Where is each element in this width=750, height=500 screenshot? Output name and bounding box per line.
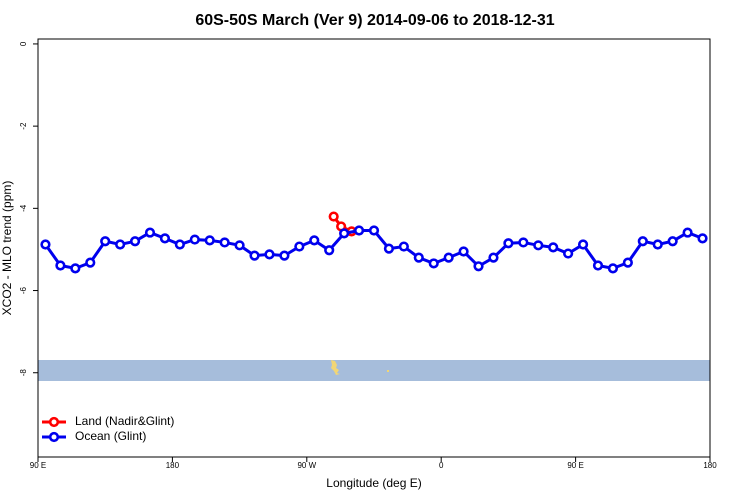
data-point bbox=[592, 260, 604, 271]
map-strip bbox=[38, 360, 710, 381]
data-point bbox=[219, 237, 230, 248]
data-point bbox=[577, 239, 589, 250]
y-tick-label: -2 bbox=[19, 122, 28, 130]
data-point bbox=[667, 236, 678, 247]
x-axis-label: Longitude (deg E) bbox=[326, 476, 421, 490]
x-tick-label: 180 bbox=[703, 461, 717, 470]
data-point bbox=[144, 227, 156, 238]
data-point bbox=[159, 233, 171, 244]
data-point bbox=[234, 240, 245, 251]
x-tick-label: 90 E bbox=[567, 461, 583, 470]
x-tick-label: 90 E bbox=[30, 461, 46, 470]
data-point bbox=[533, 240, 544, 251]
land-patch bbox=[331, 360, 340, 375]
data-point bbox=[458, 246, 469, 257]
x-tick-label: 90 W bbox=[297, 461, 316, 470]
data-point bbox=[443, 252, 454, 263]
data-point bbox=[40, 239, 51, 250]
data-point bbox=[324, 245, 335, 256]
data-point bbox=[85, 257, 96, 268]
chart-title: 60S-50S March (Ver 9) 2014-09-06 to 2018… bbox=[195, 12, 554, 29]
data-point bbox=[294, 241, 305, 252]
y-tick-label: -6 bbox=[19, 286, 28, 294]
data-point bbox=[473, 261, 484, 272]
data-point bbox=[368, 225, 380, 236]
y-axis-label: XCO2 - MLO trend (ppm) bbox=[0, 181, 14, 316]
data-point bbox=[279, 250, 290, 261]
data-point bbox=[428, 258, 439, 269]
data-point bbox=[189, 234, 200, 245]
land-patch bbox=[387, 370, 389, 372]
data-point bbox=[353, 225, 365, 236]
legend-marker bbox=[48, 431, 60, 443]
data-point bbox=[697, 233, 708, 244]
y-tick-label: 0 bbox=[19, 41, 28, 46]
data-point bbox=[328, 211, 339, 222]
data-point bbox=[548, 242, 559, 253]
data-point bbox=[563, 248, 574, 259]
x-tick-label: 180 bbox=[166, 461, 180, 470]
x-tick-label: 0 bbox=[439, 461, 444, 470]
y-tick-label: -8 bbox=[19, 369, 28, 377]
data-point bbox=[383, 243, 395, 254]
data-point bbox=[70, 263, 81, 274]
data-point bbox=[204, 235, 215, 246]
data-point bbox=[129, 236, 141, 247]
data-point bbox=[398, 241, 409, 252]
data-point bbox=[488, 252, 499, 263]
y-tick-label: -4 bbox=[19, 204, 28, 212]
legend-marker bbox=[48, 416, 60, 428]
data-point bbox=[637, 236, 648, 247]
legend-label: Ocean (Glint) bbox=[75, 429, 146, 443]
data-point bbox=[607, 263, 619, 274]
data-point bbox=[682, 227, 693, 238]
data-point bbox=[518, 237, 529, 248]
data-point bbox=[339, 228, 350, 239]
data-point bbox=[264, 249, 275, 260]
series-line bbox=[44, 229, 704, 270]
data-point bbox=[413, 252, 424, 263]
data-point bbox=[100, 236, 111, 247]
data-point bbox=[652, 239, 663, 250]
data-point bbox=[55, 260, 66, 271]
data-point bbox=[503, 238, 514, 249]
data-point bbox=[115, 239, 126, 250]
legend-label: Land (Nadir&Glint) bbox=[75, 414, 174, 428]
data-point bbox=[622, 257, 633, 268]
data-point bbox=[174, 239, 185, 250]
data-point bbox=[249, 250, 260, 261]
data-point bbox=[309, 235, 320, 246]
plot-frame bbox=[37, 38, 711, 458]
